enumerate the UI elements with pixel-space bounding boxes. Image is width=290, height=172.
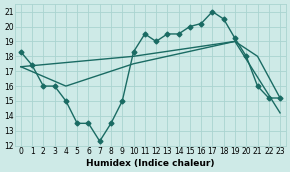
X-axis label: Humidex (Indice chaleur): Humidex (Indice chaleur) xyxy=(86,159,215,168)
